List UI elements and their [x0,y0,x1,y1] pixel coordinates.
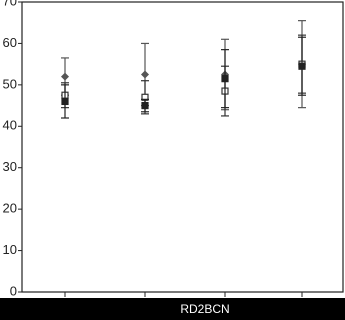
y-tick-label: 0 [10,283,17,298]
watermark-bar [0,298,345,320]
marker [61,97,69,106]
y-tick-label: 10 [3,242,17,257]
y-tick-label: 20 [3,201,17,216]
y-tick-label: 60 [3,35,17,50]
marker [298,62,306,70]
marker [141,70,149,79]
y-tick-label: 40 [3,118,17,133]
marker [61,72,69,81]
marker [141,101,149,110]
watermark: RD2BCN [180,302,229,316]
plot-frame [21,1,344,293]
marker [221,75,229,83]
y-tick-label: 30 [3,159,17,174]
y-tick-label: 70 [3,0,17,8]
y-tick-label: 50 [3,76,17,91]
